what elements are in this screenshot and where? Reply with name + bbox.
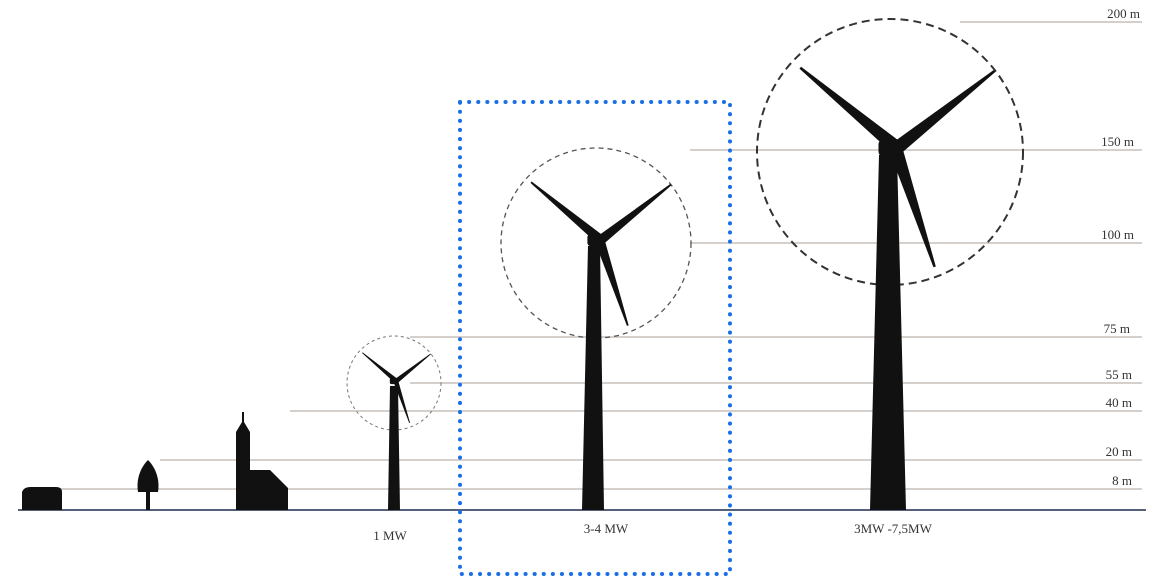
height-label: 200 m <box>1107 6 1140 21</box>
highlight-box <box>458 100 732 576</box>
height-label: 75 m <box>1104 321 1130 336</box>
height-label: 40 m <box>1106 395 1132 410</box>
height-labels: 200 m 150 m 100 m 75 m 55 m 40 m 20 m 8 … <box>1101 6 1140 488</box>
turbine-label: 3-4 MW <box>584 521 629 536</box>
height-label: 20 m <box>1106 444 1132 459</box>
height-label: 55 m <box>1106 367 1132 382</box>
height-label: 150 m <box>1101 134 1134 149</box>
height-label: 8 m <box>1112 473 1132 488</box>
turbine-large <box>756 18 1024 510</box>
turbine-label: 1 MW <box>373 528 407 543</box>
house <box>22 487 62 510</box>
turbine-label: 3MW -7,5MW <box>854 521 932 536</box>
turbine-small <box>346 335 442 510</box>
church <box>236 412 288 510</box>
tree <box>137 460 159 510</box>
height-lines <box>30 21 1142 490</box>
turbine-medium <box>500 147 692 510</box>
height-label: 100 m <box>1101 227 1134 242</box>
